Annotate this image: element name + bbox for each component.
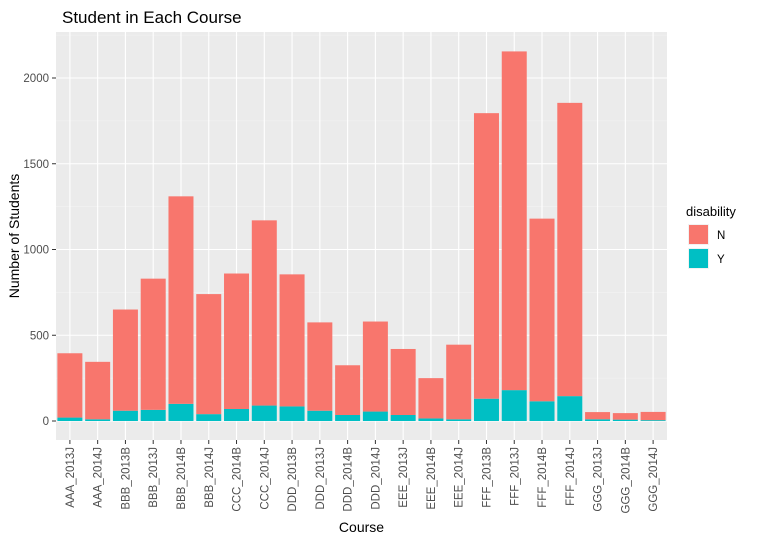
bar-segment-y (196, 414, 222, 421)
bar-segment-n (168, 196, 194, 404)
x-tick-label: BBB_2014J (204, 447, 216, 508)
bar-segment-n (85, 361, 111, 420)
y-axis-title: Number of Students (6, 174, 22, 299)
bar-segment-y (446, 419, 472, 421)
bar-segment-n (57, 353, 83, 418)
bar-segment-n (279, 274, 305, 407)
x-axis-ticks: AAA_2013J AAA_2014J BBB_2013B BBB_2013J BBB_… (65, 440, 660, 513)
bar-segment-n (251, 220, 277, 406)
bar-segment-n (557, 102, 583, 397)
x-tick-label: FFF_2014J (565, 447, 577, 506)
legend-label: Y (717, 254, 725, 266)
legend-key-swatch (689, 225, 708, 244)
bar-segment-y (501, 390, 527, 421)
x-tick-label: EEE_2014B (426, 447, 438, 510)
y-tick-label: 500 (30, 330, 49, 342)
bar-segment-y (612, 419, 638, 421)
bar-segment-n (501, 51, 527, 391)
x-tick-label: EEE_2013J (398, 447, 410, 508)
bar-segment-n (529, 218, 555, 402)
bar-segment-y (307, 410, 333, 421)
bar-segment-n (335, 365, 361, 415)
bar-segment-y (390, 414, 416, 421)
x-tick-label: BBB_2013B (120, 447, 132, 510)
x-tick-label: GGG_2014J (648, 447, 660, 512)
x-tick-label: FFF_2013J (509, 447, 521, 506)
bar-segment-y (140, 409, 166, 421)
x-tick-label: EEE_2014J (454, 447, 466, 508)
bar-segment-n (585, 412, 611, 420)
bar-segment-y (57, 417, 83, 421)
bar-segment-y (224, 408, 250, 421)
x-tick-label: BBB_2014B (176, 447, 188, 510)
bar-segment-n (362, 321, 388, 412)
x-tick-label: AAA_2013J (65, 447, 77, 508)
x-tick-label: AAA_2014J (93, 447, 105, 508)
y-tick-label: 0 (43, 416, 49, 428)
bar-segment-n (196, 294, 222, 415)
chart-title: Student in Each Course (62, 8, 242, 27)
x-tick-label: BBB_2013J (148, 447, 160, 508)
bar-segment-y (585, 419, 611, 421)
legend-key-swatch (689, 249, 708, 268)
x-tick-label: DDD_2013B (287, 447, 299, 512)
legend: disability NY (686, 204, 736, 269)
x-tick-label: DDD_2013J (315, 447, 327, 510)
bar-segment-n (140, 278, 166, 410)
x-tick-label: DDD_2014B (343, 447, 355, 512)
x-tick-label: GGG_2014B (620, 447, 632, 514)
y-axis-ticks: 0 500 1000 1500 2000 (23, 73, 56, 428)
bar-segment-y (279, 406, 305, 421)
bar-segment-y (335, 414, 361, 421)
bar-segment-n (390, 348, 416, 415)
x-tick-label: FFF_2014B (537, 447, 549, 508)
x-tick-label: CCC_2014J (259, 447, 271, 510)
bar-segment-y (473, 398, 499, 421)
bar-segment-n (640, 411, 666, 421)
y-tick-label: 1500 (23, 159, 49, 171)
bar-segment-y (640, 420, 666, 421)
bar-segment-n (418, 378, 444, 419)
bar-segment-y (557, 396, 583, 421)
bar-segment-n (446, 344, 472, 420)
bar-segment-n (612, 413, 638, 420)
y-tick-label: 1000 (23, 245, 49, 257)
legend-title: disability (686, 204, 736, 219)
x-tick-label: CCC_2014B (232, 447, 244, 512)
x-tick-label: GGG_2013J (593, 447, 605, 512)
x-axis-title: Course (339, 519, 384, 535)
bar-segment-n (224, 273, 250, 409)
bar-segment-y (529, 401, 555, 421)
bar-segment-y (251, 405, 277, 421)
x-tick-label: FFF_2013B (481, 447, 493, 508)
bar-segment-y (168, 403, 194, 421)
bars (57, 51, 666, 421)
bar-segment-y (418, 418, 444, 421)
bar-segment-n (112, 309, 138, 411)
y-tick-label: 2000 (23, 73, 49, 85)
bar-segment-n (307, 322, 333, 411)
legend-label: N (717, 230, 725, 242)
bar-segment-y (85, 419, 111, 421)
x-tick-label: DDD_2014J (370, 447, 382, 510)
bar-segment-y (112, 410, 138, 421)
bar-segment-n (473, 113, 499, 399)
bar-segment-y (362, 411, 388, 421)
